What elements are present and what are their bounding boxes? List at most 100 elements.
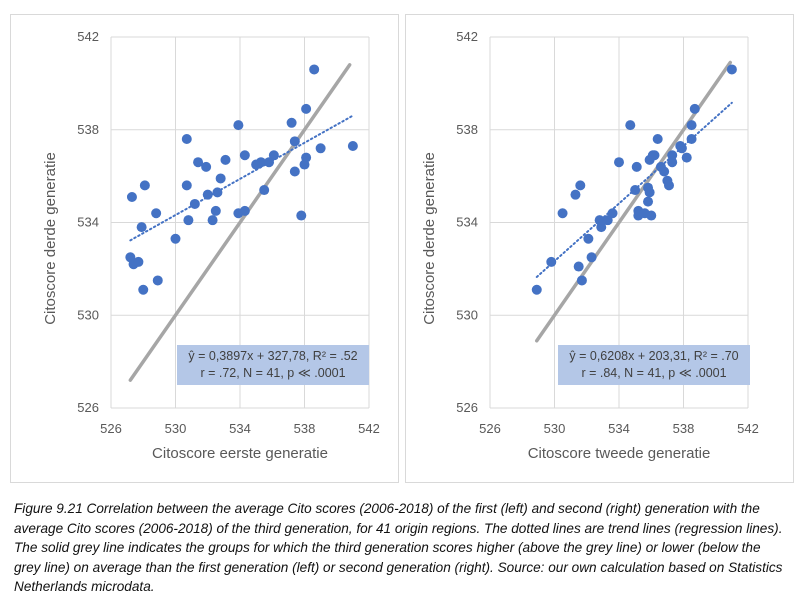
y-tick-label: 542 bbox=[456, 29, 478, 44]
x-tick-label: 534 bbox=[608, 421, 630, 436]
left-chart-panel: 526 530 534 538 542 542 538 534 530 526 Citoscore … bbox=[10, 14, 399, 483]
data-point bbox=[202, 189, 213, 200]
right-scatter-chart: 526 530 534 538 542 542 538 534 530 526 Citoscore … bbox=[421, 29, 759, 462]
right-chart-panel: 526 530 534 538 542 542 538 534 530 526 Citoscore … bbox=[405, 14, 794, 483]
y-axis-label: Citoscore derde generatie bbox=[421, 152, 438, 325]
data-point bbox=[583, 233, 594, 244]
data-point bbox=[239, 205, 250, 216]
data-point bbox=[296, 210, 307, 221]
data-point bbox=[136, 222, 147, 233]
data-point bbox=[301, 103, 312, 114]
data-point bbox=[212, 187, 223, 198]
y-tick-label: 534 bbox=[456, 215, 478, 230]
data-point bbox=[315, 143, 326, 154]
data-point bbox=[210, 205, 221, 216]
data-point bbox=[181, 180, 192, 191]
data-point bbox=[289, 136, 300, 147]
x-tick-label: 538 bbox=[294, 421, 316, 436]
data-point bbox=[189, 198, 200, 209]
right-equation-box: ŷ = 0,6208x + 203,31, R² = .70 r = .84, … bbox=[558, 345, 750, 385]
data-point bbox=[631, 161, 642, 172]
right-equation-line2: r = .84, N = 41, p ≪ .0001 bbox=[581, 366, 727, 380]
data-point bbox=[126, 191, 137, 202]
reference-line bbox=[128, 63, 352, 382]
data-point bbox=[133, 256, 144, 267]
y-tick-label: 538 bbox=[456, 122, 478, 137]
data-point bbox=[630, 185, 641, 196]
data-point bbox=[557, 208, 568, 219]
data-point bbox=[607, 208, 618, 219]
y-tick-label: 530 bbox=[77, 307, 99, 322]
data-point bbox=[602, 215, 613, 226]
data-point bbox=[170, 233, 181, 244]
data-point bbox=[726, 64, 737, 75]
data-point bbox=[139, 180, 150, 191]
data-point bbox=[233, 120, 244, 131]
data-point bbox=[183, 215, 194, 226]
x-axis-label: Citoscore eerste generatie bbox=[152, 445, 328, 462]
data-point bbox=[573, 261, 584, 272]
x-tick-label: 526 bbox=[100, 421, 122, 436]
data-point bbox=[686, 120, 697, 131]
x-tick-label: 530 bbox=[544, 421, 566, 436]
data-point bbox=[215, 173, 226, 184]
data-point bbox=[596, 222, 607, 233]
x-tick-label: 526 bbox=[479, 421, 501, 436]
data-point bbox=[220, 154, 231, 165]
data-point bbox=[681, 152, 692, 163]
y-axis-label: Citoscore derde generatie bbox=[42, 152, 59, 325]
data-point bbox=[239, 150, 250, 161]
data-point bbox=[286, 117, 297, 128]
figure-caption: Figure 9.21 Correlation between the aver… bbox=[14, 501, 783, 594]
x-tick-label: 538 bbox=[673, 421, 695, 436]
data-point bbox=[138, 284, 149, 295]
data-point bbox=[646, 210, 657, 221]
data-point bbox=[152, 275, 163, 286]
data-point bbox=[575, 180, 586, 191]
data-point bbox=[255, 157, 266, 168]
left-equation-line1: ŷ = 0,3897x + 327,78, R² = .52 bbox=[188, 349, 358, 363]
data-point bbox=[667, 150, 678, 161]
y-tick-label: 530 bbox=[456, 307, 478, 322]
data-point bbox=[299, 159, 310, 170]
trend-line bbox=[129, 114, 354, 242]
data-point bbox=[347, 140, 358, 151]
x-tick-label: 542 bbox=[737, 421, 759, 436]
y-tick-label: 534 bbox=[77, 215, 99, 230]
data-point bbox=[531, 284, 542, 295]
data-point bbox=[264, 157, 275, 168]
data-point bbox=[181, 134, 192, 145]
y-tick-label: 542 bbox=[77, 29, 99, 44]
data-point bbox=[649, 150, 660, 161]
data-point bbox=[201, 161, 212, 172]
data-point bbox=[576, 275, 587, 286]
data-point bbox=[686, 134, 697, 145]
data-point bbox=[659, 166, 670, 177]
left-scatter-chart: 526 530 534 538 542 542 538 534 530 526 Citoscore … bbox=[42, 29, 380, 462]
y-tick-label: 526 bbox=[77, 400, 99, 415]
data-point bbox=[667, 157, 678, 168]
data-point bbox=[625, 120, 636, 131]
data-point bbox=[151, 208, 162, 219]
data-point bbox=[614, 157, 624, 168]
left-equation-box: ŷ = 0,3897x + 327,78, R² = .52 r = .72, … bbox=[177, 345, 369, 385]
left-equation-line2: r = .72, N = 41, p ≪ .0001 bbox=[200, 366, 346, 380]
x-tick-label: 534 bbox=[229, 421, 251, 436]
data-point bbox=[193, 157, 204, 168]
data-point bbox=[309, 64, 320, 75]
data-point bbox=[644, 187, 655, 198]
data-point bbox=[689, 103, 700, 114]
x-axis-label: Citoscore tweede generatie bbox=[528, 445, 711, 462]
x-tick-label: 530 bbox=[165, 421, 187, 436]
data-point bbox=[268, 150, 279, 161]
y-tick-label: 538 bbox=[77, 122, 99, 137]
data-point bbox=[207, 215, 218, 226]
data-point bbox=[652, 134, 663, 145]
right-equation-line1: ŷ = 0,6208x + 203,31, R² = .70 bbox=[569, 349, 739, 363]
data-point bbox=[586, 252, 597, 263]
data-point bbox=[663, 180, 674, 191]
data-point bbox=[289, 166, 300, 177]
data-point bbox=[570, 189, 581, 200]
x-tick-label: 542 bbox=[358, 421, 380, 436]
data-point bbox=[259, 185, 270, 196]
